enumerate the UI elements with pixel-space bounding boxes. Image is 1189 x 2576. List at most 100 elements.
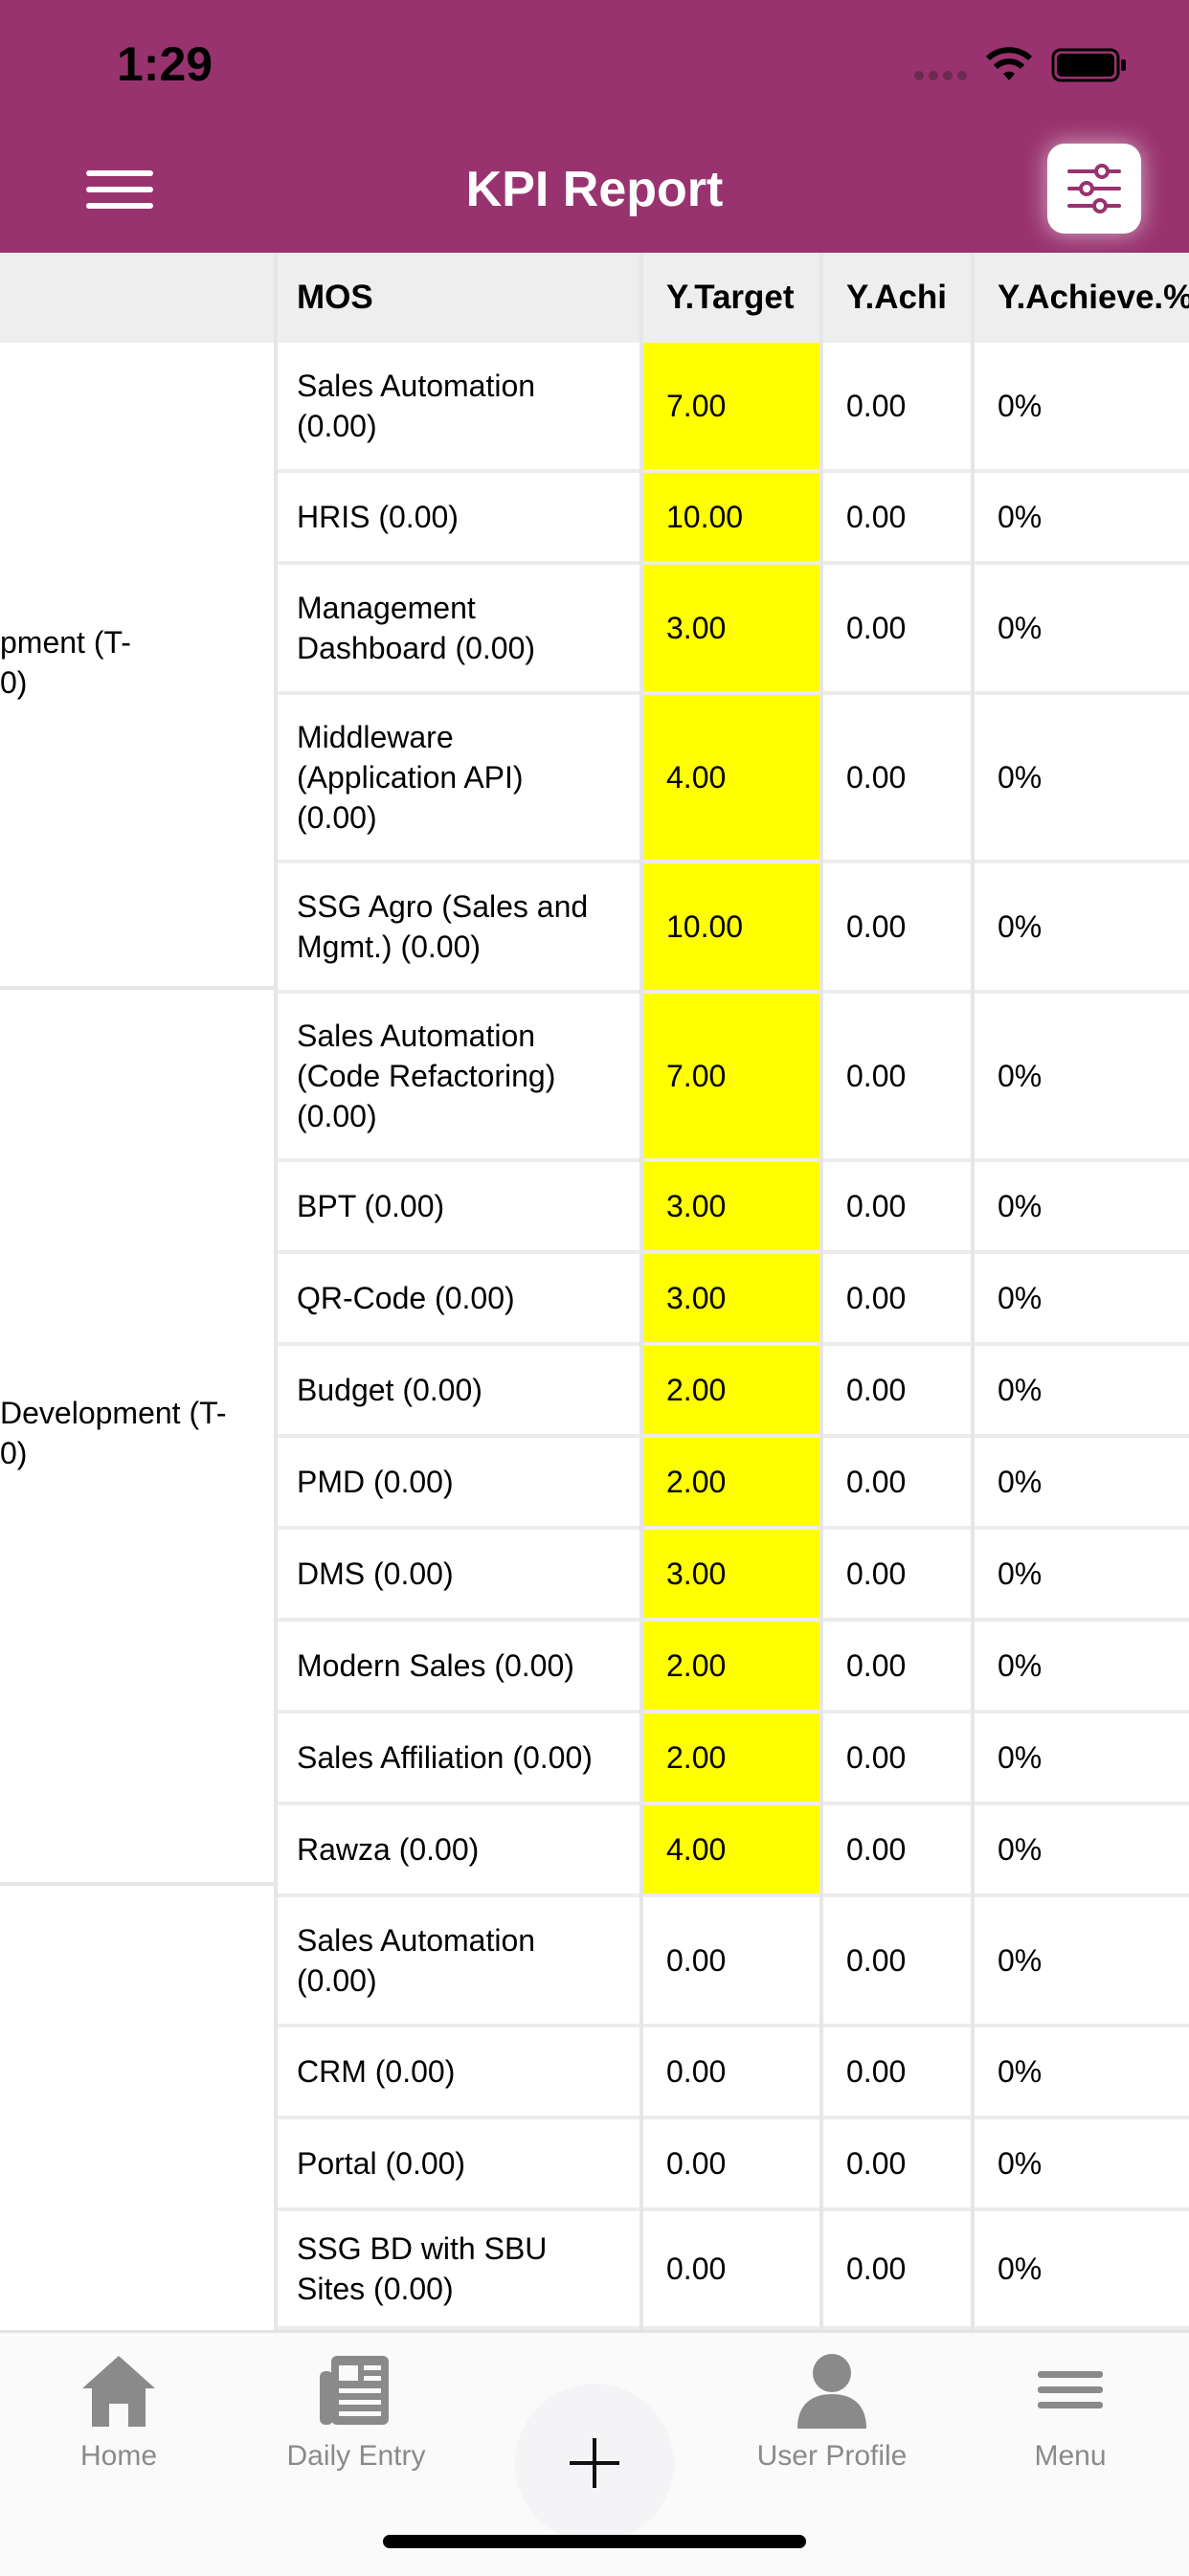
cell-text: 0% <box>998 1189 1043 1223</box>
cell-text: 0% <box>998 1740 1043 1775</box>
mos-text: SSG Agro (Sales and Mgmt.) (0.00) <box>297 886 588 967</box>
nav-daily-entry[interactable]: Daily Entry <box>237 2352 475 2473</box>
y-achi-cell: 0.00 <box>823 994 971 1162</box>
cell-text: 0.00 <box>846 1059 907 1093</box>
column-header-y-achieve-pct: Y.Achieve.% <box>975 253 1189 343</box>
cell-text: QR-Code (0.00) <box>297 1281 515 1315</box>
mos-cell: Budget (0.00) <box>278 1346 639 1438</box>
cell-text: (0.00) <box>297 1099 377 1133</box>
y-achi-cell: 0.00 <box>823 1622 971 1714</box>
cell-text: 0.00 <box>846 1189 907 1223</box>
cell-text: 0% <box>998 1648 1043 1683</box>
y-achieve-pct-cell: 0% <box>975 1530 1189 1622</box>
cell-text: HRIS (0.00) <box>297 500 459 534</box>
column-divider <box>274 253 278 2330</box>
y-achieve-pct-cell: 0% <box>975 1714 1189 1805</box>
y-target-cell: 2.00 <box>643 1438 819 1530</box>
y-achi-cell: 0.00 <box>823 863 971 994</box>
mos-text: Management Dashboard (0.00) <box>297 588 535 668</box>
hamburger-menu-button[interactable] <box>80 163 157 216</box>
y-target-cell: 0.00 <box>643 2119 819 2211</box>
mos-cell: CRM (0.00) <box>278 2027 639 2119</box>
group-label: Development (T- 0) <box>0 1396 227 1470</box>
y-achi-cell: 0.00 <box>823 1897 971 2027</box>
y-achi-cell: 0.00 <box>823 2211 971 2330</box>
y-achi-cell: 0.00 <box>823 1254 971 1346</box>
cell-text: 0% <box>998 909 1043 944</box>
cell-text: 0.00 <box>846 909 907 944</box>
cell-text: 2.00 <box>666 1740 727 1775</box>
nav-home[interactable]: Home <box>0 2352 237 2473</box>
cell-text: 0% <box>998 1373 1043 1407</box>
mos-cell: Sales Affiliation (0.00) <box>278 1714 639 1805</box>
y-target-cell: 3.00 <box>643 1254 819 1346</box>
y-target-cell: 2.00 <box>643 1622 819 1714</box>
cell-text: 3.00 <box>666 1557 727 1591</box>
y-target-cell: 0.00 <box>643 2211 819 2330</box>
home-icon <box>82 2356 155 2427</box>
cell-text: PMD (0.00) <box>297 1465 454 1499</box>
cell-text: 10.00 <box>666 500 744 534</box>
cell-text: 0.00 <box>666 1943 727 1978</box>
y-achi-cell: 0.00 <box>823 343 971 473</box>
y-achieve-pct-cell: 0% <box>975 1254 1189 1346</box>
mos-cell: HRIS (0.00) <box>278 473 639 565</box>
mos-cell: Sales Automation (0.00) <box>278 343 639 473</box>
mos-text: Portal (0.00) <box>297 2143 465 2184</box>
cell-text: 0.00 <box>846 1832 907 1867</box>
cell-text: Portal (0.00) <box>297 2146 466 2181</box>
cell-text: 0.00 <box>846 1648 907 1683</box>
y-target-cell: 10.00 <box>643 473 819 565</box>
cell-text: Budget (0.00) <box>297 1373 482 1407</box>
mos-text: Sales Affiliation (0.00) <box>297 1737 593 1778</box>
mos-text: Sales Automation (0.00) <box>297 366 535 446</box>
cell-text: Sales Automation <box>297 369 536 403</box>
mos-text: Modern Sales (0.00) <box>297 1646 574 1686</box>
mos-cell: Sales Automation (Code Refactoring) (0.00) <box>278 994 639 1162</box>
cell-text: 0.00 <box>846 2251 907 2286</box>
cell-text: 0% <box>998 1465 1043 1499</box>
cell-text: 0.00 <box>846 2146 907 2181</box>
y-target-cell: 2.00 <box>643 1714 819 1805</box>
cell-text: 0.00 <box>846 1557 907 1591</box>
mos-cell: Rawza (0.00) <box>278 1805 639 1897</box>
add-entry-button[interactable] <box>515 2384 674 2542</box>
mos-cell: Portal (0.00) <box>278 2119 639 2211</box>
filter-button[interactable] <box>1047 144 1141 234</box>
cell-text: Sales Affiliation (0.00) <box>297 1740 593 1775</box>
mos-cell: SSG Agro (Sales and Mgmt.) (0.00) <box>278 863 639 994</box>
y-achieve-pct-cell: 0% <box>975 473 1189 565</box>
y-achi-cell: 0.00 <box>823 1805 971 1897</box>
y-target-cell: 3.00 <box>643 1162 819 1254</box>
mos-cell: BPT (0.00) <box>278 1162 639 1254</box>
cell-text: Rawza (0.00) <box>297 1832 480 1867</box>
y-target-cell: 3.00 <box>643 565 819 695</box>
cell-text: 10.00 <box>666 909 744 944</box>
y-achi-cell: 0.00 <box>823 2027 971 2119</box>
cell-text: Sites (0.00) <box>297 2272 454 2306</box>
cell-text: Sales Automation <box>297 1019 536 1053</box>
y-achieve-pct-cell: 0% <box>975 1622 1189 1714</box>
y-achieve-pct-cell: 0% <box>975 565 1189 695</box>
cell-text: 0.00 <box>846 1373 907 1407</box>
user-icon <box>797 2354 866 2429</box>
y-target-cell: 4.00 <box>643 695 819 863</box>
mos-cell: QR-Code (0.00) <box>278 1254 639 1346</box>
cell-text: Modern Sales (0.00) <box>297 1648 574 1683</box>
y-target-cell: 10.00 <box>643 863 819 994</box>
nav-menu[interactable]: Menu <box>952 2352 1189 2473</box>
cell-text: 2.00 <box>666 1648 727 1683</box>
y-target-cell: 4.00 <box>643 1805 819 1897</box>
y-achieve-pct-cell: 0% <box>975 343 1189 473</box>
app-header: 1:29 KPI Report <box>0 0 1189 253</box>
nav-user-profile[interactable]: User Profile <box>713 2352 951 2473</box>
y-achi-cell: 0.00 <box>823 565 971 695</box>
y-achieve-pct-cell: 0% <box>975 1438 1189 1530</box>
sliders-icon <box>1067 164 1121 213</box>
cell-text: CRM (0.00) <box>297 2054 456 2089</box>
cell-text: SSG BD with SBU <box>297 2231 548 2266</box>
cell-text: 0% <box>998 2054 1043 2089</box>
cell-text: (Code Refactoring) <box>297 1059 556 1093</box>
y-achieve-pct-cell: 0% <box>975 1805 1189 1897</box>
y-achi-cell: 0.00 <box>823 1530 971 1622</box>
